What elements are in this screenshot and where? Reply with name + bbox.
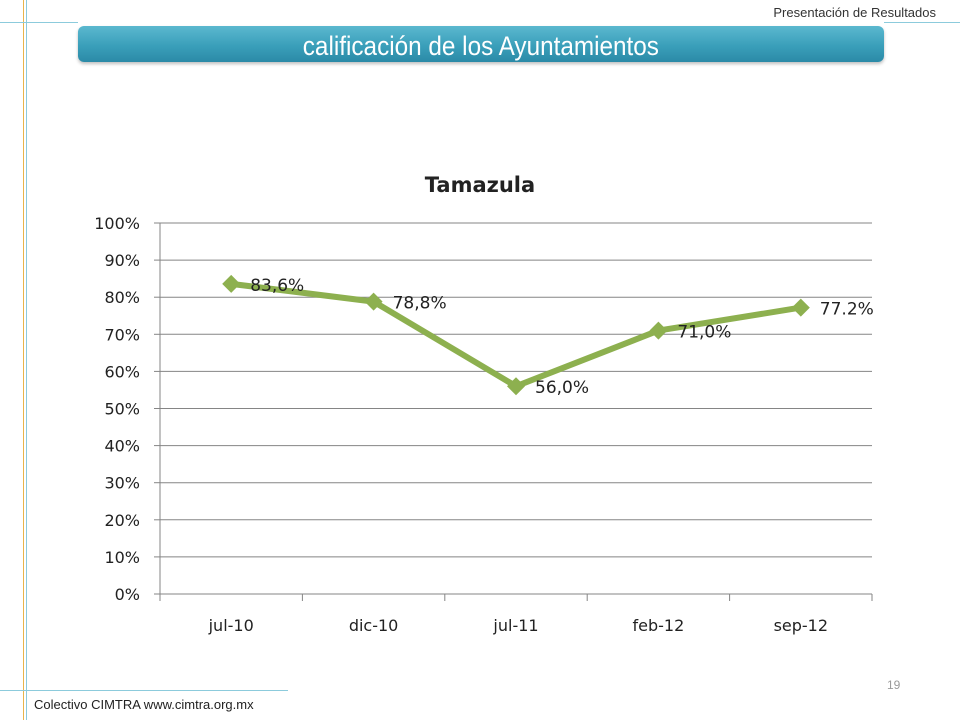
decorative-top-line bbox=[0, 22, 78, 23]
data-label: 78,8% bbox=[393, 294, 447, 314]
y-tick-label: 90% bbox=[104, 251, 140, 270]
data-point-marker bbox=[364, 292, 383, 311]
x-tick-label: dic-10 bbox=[349, 616, 399, 635]
series bbox=[222, 274, 810, 396]
chart-title: Tamazula bbox=[425, 173, 535, 197]
y-tick-label: 10% bbox=[104, 548, 140, 567]
data-label: 83,6% bbox=[250, 276, 304, 296]
y-tick-label: 70% bbox=[104, 325, 140, 344]
x-tick-label: feb-12 bbox=[633, 616, 685, 635]
y-tick-label: 60% bbox=[104, 362, 140, 381]
y-tick-label: 40% bbox=[104, 437, 140, 456]
y-tick-label: 50% bbox=[104, 400, 140, 419]
decorative-vertical-line-blue bbox=[26, 0, 27, 720]
footer-credit: Colectivo CIMTRA www.cimtra.org.mx bbox=[34, 697, 254, 712]
page-number: 19 bbox=[887, 678, 901, 692]
y-tick-label: 30% bbox=[104, 474, 140, 493]
decorative-top-right-line bbox=[884, 22, 960, 23]
data-point-marker bbox=[649, 321, 668, 340]
x-tick-label: jul-10 bbox=[208, 616, 254, 635]
slide-title-bar: calificación de los Ayuntamientos bbox=[78, 26, 884, 62]
presentation-header: Presentación de Resultados bbox=[773, 5, 936, 20]
y-tick-label: 20% bbox=[104, 511, 140, 530]
decorative-bottom-line bbox=[0, 690, 288, 691]
data-label: 56,0% bbox=[535, 378, 589, 398]
data-label: 77.2% bbox=[820, 300, 874, 320]
data-point-marker bbox=[791, 298, 810, 317]
slide-title: calificación de los Ayuntamientos bbox=[302, 30, 660, 61]
grid-lines bbox=[154, 222, 873, 601]
data-label: 71,0% bbox=[677, 323, 731, 343]
y-tick-label: 80% bbox=[104, 288, 140, 307]
data-point-marker bbox=[222, 274, 241, 293]
decorative-vertical-line bbox=[23, 0, 24, 720]
x-tick-label: jul-11 bbox=[492, 616, 538, 635]
x-tick-label: sep-12 bbox=[774, 616, 828, 635]
x-axis-ticks: jul-10 dic-10 jul-11 feb-12 sep-12 bbox=[208, 616, 828, 635]
y-tick-label: 100% bbox=[94, 214, 140, 233]
data-labels: 83,6% 78,8% 56,0% 71,0% 77.2% bbox=[250, 276, 874, 398]
data-point-marker bbox=[507, 377, 525, 396]
y-axis-ticks: 0% 10% 20% 30% 40% 50% 60% 70% 80% 90% 100% bbox=[94, 214, 140, 604]
y-tick-label: 0% bbox=[115, 585, 140, 604]
